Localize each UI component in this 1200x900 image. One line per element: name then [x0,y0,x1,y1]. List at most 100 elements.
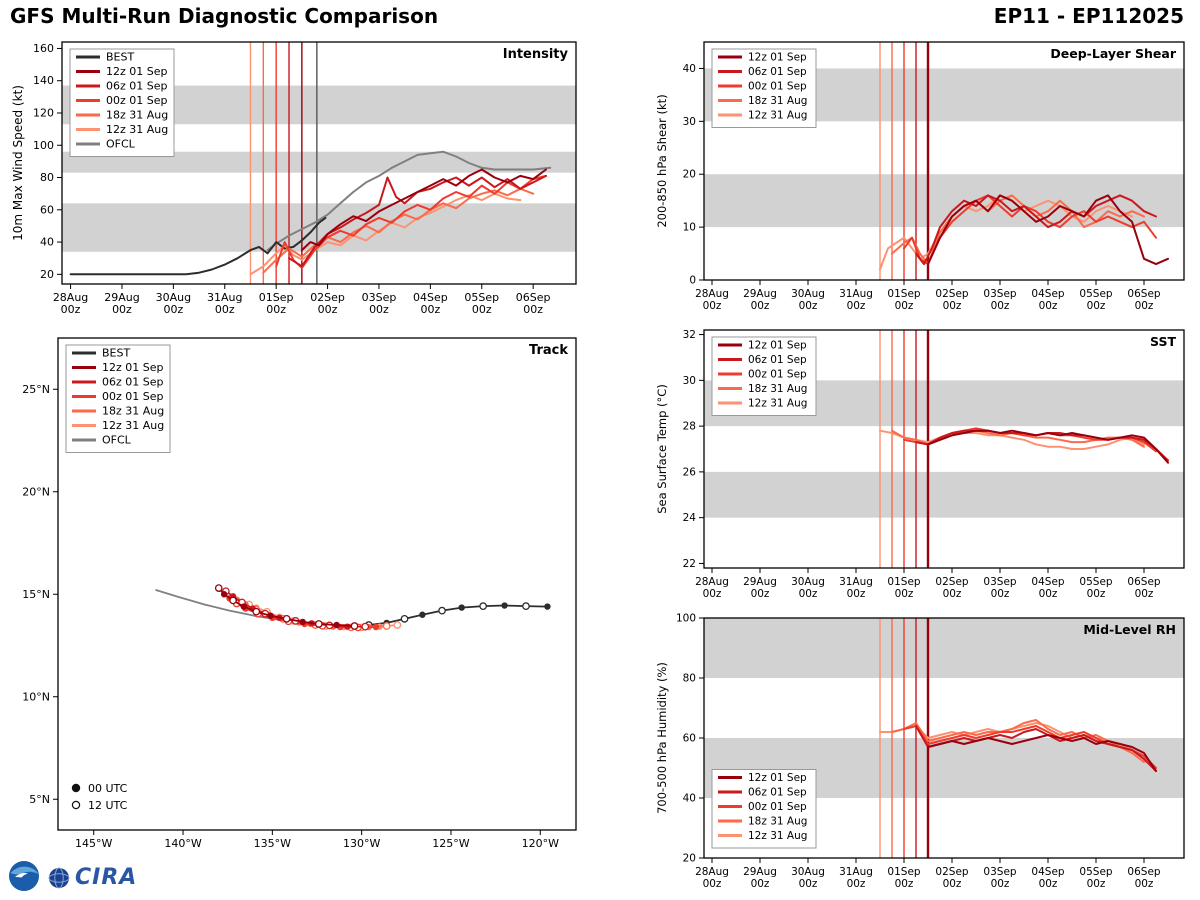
legend: 12z 01 Sep 06z 01 Sep 00z 01 Sep 18z 31 Aug… [711,48,817,128]
svg-text:20°N: 20°N [22,485,50,498]
intensity-chart: 20 40 60 80 100 120 140 160 28Aug 00z 29Aug 00z 30Au… [8,34,586,322]
svg-text:18z 31 Aug: 18z 31 Aug [748,816,807,828]
svg-text:00z: 00z [472,303,492,316]
svg-text:20: 20 [40,268,54,281]
svg-text:25°N: 25°N [22,383,50,396]
svg-text:00z: 00z [369,303,389,316]
svg-text:29Aug: 29Aug [743,288,777,300]
svg-text:04Sep: 04Sep [1031,866,1064,878]
series-r2 [915,725,1157,772]
svg-text:00z: 00z [266,303,286,316]
svg-text:29Aug: 29Aug [743,866,777,878]
svg-text:160: 160 [33,42,54,55]
svg-text:12z 01 Sep: 12z 01 Sep [102,361,164,374]
init-time-vlines [879,42,930,280]
svg-text:00z: 00z [991,588,1010,600]
svg-text:12z 31 Aug: 12z 31 Aug [748,830,807,842]
svg-text:140°W: 140°W [164,837,201,850]
svg-text:00z: 00z [1039,588,1058,600]
svg-text:00z: 00z [215,303,235,316]
shaded-bands [704,380,1184,518]
svg-text:12z 01 Sep: 12z 01 Sep [748,340,807,352]
svg-text:00z: 00z [703,300,722,312]
svg-text:00z: 00z [799,588,818,600]
series-r1 [300,168,547,252]
svg-text:00z: 00z [847,300,866,312]
svg-text:00z: 00z [991,300,1010,312]
x-axis-ticks: 28Aug00z29Aug00z30Aug00z31Aug00z01Sep00z… [53,284,551,316]
svg-text:02Sep: 02Sep [935,576,968,588]
svg-text:BEST: BEST [106,51,134,64]
svg-text:03Sep: 03Sep [983,288,1016,300]
svg-text:00z: 00z [751,588,770,600]
panel-title: Mid-Level RH [1083,622,1176,637]
svg-text:145°W: 145°W [75,837,112,850]
svg-text:29Aug: 29Aug [104,291,139,304]
svg-text:00z: 00z [1039,300,1058,312]
series-best [69,216,327,276]
svg-text:30Aug: 30Aug [791,288,825,300]
series-r4 [891,719,1145,763]
svg-text:05Sep: 05Sep [1079,288,1112,300]
utc-marker-legend: 00 UTC 12 UTC [71,782,128,812]
svg-text:10: 10 [683,222,696,234]
svg-text:02Sep: 02Sep [310,291,345,304]
svg-text:20: 20 [683,853,696,865]
svg-text:BEST: BEST [102,347,130,360]
svg-text:03Sep: 03Sep [983,576,1016,588]
svg-text:00z: 00z [895,300,914,312]
svg-text:26: 26 [683,466,697,478]
svg-text:31Aug: 31Aug [839,288,873,300]
series-r2 [288,174,547,268]
axis-frame [703,41,1185,281]
svg-text:06Sep: 06Sep [516,291,551,304]
svg-text:0: 0 [689,275,696,287]
svg-text:00z: 00z [991,878,1010,890]
svg-text:30Aug: 30Aug [156,291,191,304]
svg-text:22: 22 [683,558,696,570]
svg-text:12 UTC: 12 UTC [88,799,128,812]
svg-text:12z 31 Aug: 12z 31 Aug [748,398,807,410]
svg-text:02Sep: 02Sep [935,288,968,300]
svg-text:80: 80 [683,673,696,685]
svg-text:00z: 00z [1135,300,1154,312]
series-r2 [915,194,1157,266]
svg-text:120: 120 [33,106,54,119]
svg-text:40: 40 [683,63,696,75]
svg-text:130°W: 130°W [343,837,380,850]
mid-level-rh-chart: 20 40 60 80 100 28Aug 00z 29Aug 00z 30Aug 00z 31Aug… [652,610,1192,896]
shaded-bands [704,618,1184,798]
svg-text:06z 01 Sep: 06z 01 Sep [748,66,807,78]
svg-text:00z: 00z [751,300,770,312]
svg-text:12z 01 Sep: 12z 01 Sep [106,65,168,78]
svg-text:00z: 00z [751,878,770,890]
svg-text:06Sep: 06Sep [1127,866,1160,878]
series-r1 [927,734,1157,772]
cira-logo-text: CIRA [75,865,138,890]
x-axis-ticks: 28Aug00z29Aug00z30Aug00z31Aug00z01Sep00z… [695,858,1161,890]
svg-text:00z: 00z [1087,300,1106,312]
svg-text:5°N: 5°N [29,793,50,806]
svg-text:00z: 00z [943,878,962,890]
svg-text:06z 01 Sep: 06z 01 Sep [748,787,807,799]
svg-text:12z 01 Sep: 12z 01 Sep [748,772,807,784]
legend: 12z 01 Sep 06z 01 Sep 00z 01 Sep 18z 31 Aug… [711,769,817,849]
x-axis-ticks: 28Aug00z29Aug00z30Aug00z31Aug00z01Sep00z… [695,568,1161,600]
svg-text:29Aug: 29Aug [743,576,777,588]
y-axis-label: 700-500 hPa Humidity (%) [655,662,669,814]
svg-text:04Sep: 04Sep [1031,288,1064,300]
svg-text:30Aug: 30Aug [791,576,825,588]
svg-text:60: 60 [40,203,54,216]
svg-text:40: 40 [683,793,696,805]
svg-text:100: 100 [33,139,54,152]
svg-text:00z: 00z [1087,588,1106,600]
axis-frame [61,41,577,285]
svg-text:18z 31 Aug: 18z 31 Aug [748,95,807,107]
panel-title: Track [529,343,568,358]
panel-title: SST [1150,334,1176,349]
init-time-vlines [879,330,930,568]
svg-text:00z: 00z [420,303,440,316]
svg-text:00z: 00z [799,878,818,890]
deep-layer-shear-chart: 0 10 20 30 40 28Aug 00z 29Aug 00z 30Aug 00z 31Aug 00… [652,34,1192,318]
